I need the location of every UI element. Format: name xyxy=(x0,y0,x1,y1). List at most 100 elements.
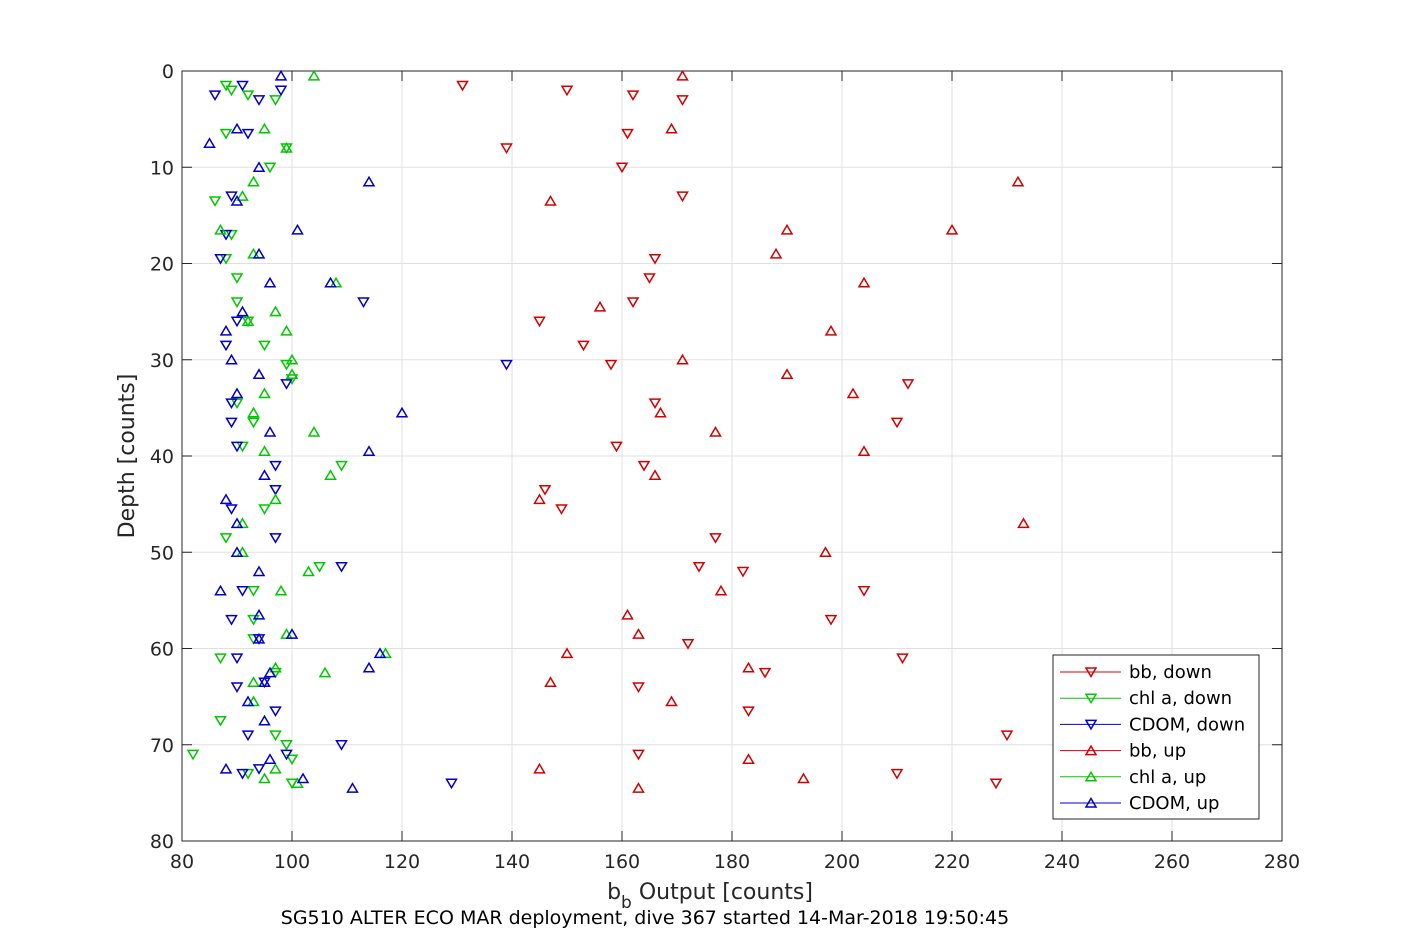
figure-caption: SG510 ALTER ECO MAR deployment, dive 367… xyxy=(281,907,1009,929)
data-point-marker xyxy=(560,85,574,97)
y-tick-label: 20 xyxy=(150,254,174,276)
data-point-marker xyxy=(230,194,244,206)
data-point-marker xyxy=(269,460,282,472)
data-point-marker xyxy=(225,398,238,410)
data-point-marker xyxy=(208,90,222,102)
data-point-marker xyxy=(357,297,370,308)
data-point-marker xyxy=(252,608,266,620)
data-point-marker xyxy=(318,666,332,678)
data-point-marker xyxy=(236,80,249,92)
data-point-marker xyxy=(225,85,238,97)
legend-marker xyxy=(1084,797,1098,808)
data-point-marker xyxy=(593,300,607,312)
data-point-marker xyxy=(236,190,249,201)
data-point-marker xyxy=(632,782,645,793)
data-point-marker xyxy=(890,768,904,780)
data-point-marker xyxy=(219,229,233,241)
data-point-marker xyxy=(263,162,277,174)
data-point-marker xyxy=(533,762,546,774)
y-tick-label: 30 xyxy=(150,350,174,372)
data-point-marker xyxy=(230,682,244,693)
data-point-marker xyxy=(214,253,227,265)
data-point-marker xyxy=(307,425,321,437)
data-point-marker xyxy=(225,417,238,429)
data-point-marker xyxy=(714,584,728,596)
data-point-marker xyxy=(857,445,871,456)
x-tick-label: 100 xyxy=(274,851,310,873)
x-tick-label: 220 xyxy=(934,851,970,873)
data-point-marker xyxy=(274,69,288,81)
data-point-marker xyxy=(230,122,244,134)
data-point-marker xyxy=(577,340,590,352)
data-point-marker xyxy=(258,387,271,399)
data-point-marker xyxy=(263,425,277,437)
data-point-marker xyxy=(186,749,200,761)
data-point-marker xyxy=(302,565,315,577)
data-point-marker xyxy=(219,533,233,544)
data-point-marker xyxy=(219,493,233,505)
x-tick-label: 200 xyxy=(824,851,860,873)
data-point-marker xyxy=(709,533,722,544)
legend-marker xyxy=(1084,744,1098,756)
data-point-marker xyxy=(819,546,832,557)
data-point-marker xyxy=(362,661,376,673)
data-point-marker xyxy=(241,730,255,742)
x-axis-title-rest: Output [counts] xyxy=(632,880,813,905)
data-point-marker xyxy=(225,504,238,515)
data-point-marker xyxy=(648,469,662,480)
data-point-marker xyxy=(280,142,293,153)
data-point-marker xyxy=(247,175,260,187)
data-point-marker xyxy=(230,297,244,308)
data-point-marker xyxy=(1000,730,1014,742)
axis-ticks: 80 100 120 140 160 180 200 220 240 260 280 0 10 20 30 4… xyxy=(150,61,1300,873)
data-point-marker xyxy=(230,316,244,328)
legend-label: CDOM, down xyxy=(1129,714,1245,735)
data-point-marker xyxy=(241,128,255,140)
data-point-marker xyxy=(362,175,376,187)
data-point-marker xyxy=(296,772,310,784)
data-point-marker xyxy=(252,565,266,577)
data-point-marker xyxy=(258,772,271,784)
data-point-marker xyxy=(824,614,838,626)
data-point-marker xyxy=(258,714,271,726)
data-point-marker xyxy=(230,653,244,665)
data-point-marker xyxy=(538,484,552,496)
data-markers xyxy=(186,69,1030,793)
data-point-marker xyxy=(692,561,706,573)
data-point-marker xyxy=(247,406,260,418)
data-point-marker xyxy=(263,753,277,764)
legend-label: chl a, up xyxy=(1129,767,1206,788)
x-tick-label: 140 xyxy=(494,851,530,873)
x-tick-label: 260 xyxy=(1154,851,1190,873)
data-point-marker xyxy=(346,782,359,793)
legend-marker xyxy=(1084,719,1098,731)
data-point-marker xyxy=(225,614,238,626)
data-point-marker xyxy=(1017,517,1030,529)
data-point-marker xyxy=(989,778,1003,790)
data-point-marker xyxy=(362,445,376,456)
data-point-marker xyxy=(533,316,546,328)
x-tick-label: 240 xyxy=(1044,851,1080,873)
data-point-marker xyxy=(241,315,255,326)
data-point-marker xyxy=(269,533,282,544)
legend-marker xyxy=(1084,770,1098,782)
data-point-marker xyxy=(258,504,271,515)
legend-marker xyxy=(1084,667,1098,678)
data-point-marker xyxy=(676,191,689,203)
x-tick-label: 160 xyxy=(604,851,640,873)
data-point-marker xyxy=(709,425,722,437)
data-point-marker xyxy=(846,387,860,399)
data-point-marker xyxy=(797,772,810,784)
data-point-marker xyxy=(890,417,904,429)
data-point-marker xyxy=(621,128,634,140)
data-point-marker xyxy=(555,504,568,515)
data-point-marker xyxy=(780,223,794,235)
data-point-marker xyxy=(252,368,266,379)
x-axis-title-b: b xyxy=(607,880,621,905)
x-tick-label: 120 xyxy=(384,851,420,873)
data-point-marker xyxy=(632,682,645,693)
data-point-marker xyxy=(230,546,244,557)
legend-label: bb, up xyxy=(1129,741,1186,762)
data-point-marker xyxy=(241,90,255,102)
data-point-marker xyxy=(269,95,282,106)
